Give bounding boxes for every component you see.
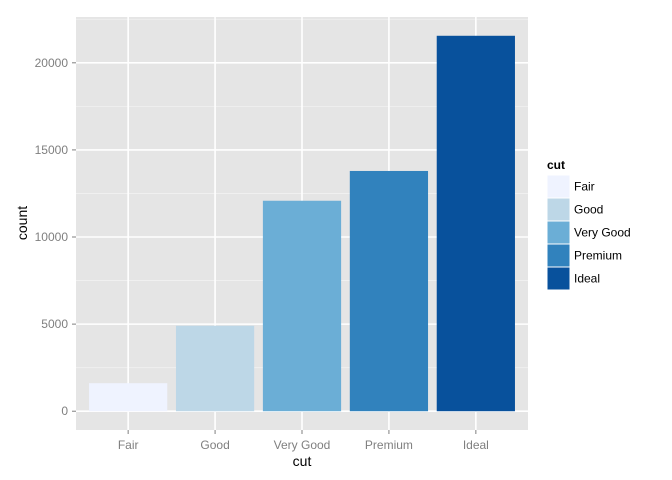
bar-very-good bbox=[262, 200, 342, 412]
x-tick-label: Premium bbox=[365, 438, 413, 452]
y-tick-label: 15000 bbox=[35, 143, 69, 157]
legend-label: Ideal bbox=[574, 272, 600, 286]
legend-key bbox=[546, 174, 571, 199]
legend: cut Fair Good Very Good Premium Ideal bbox=[546, 158, 631, 291]
bars bbox=[89, 35, 515, 412]
y-tick-label: 20000 bbox=[35, 56, 69, 70]
x-tick-label: Good bbox=[200, 438, 229, 452]
legend-label: Very Good bbox=[574, 226, 631, 240]
x-axis-title: cut bbox=[293, 453, 312, 469]
x-tick-label: Fair bbox=[118, 438, 139, 452]
y-axis-title: count bbox=[14, 206, 30, 240]
legend-title: cut bbox=[547, 158, 565, 172]
x-tick-label: Very Good bbox=[274, 438, 331, 452]
y-tick-label: 5000 bbox=[41, 317, 68, 331]
legend-key bbox=[546, 220, 571, 245]
y-tick-label: 0 bbox=[61, 404, 68, 418]
y-tick-label: 10000 bbox=[35, 230, 69, 244]
bar-fair bbox=[89, 383, 168, 412]
legend-label: Premium bbox=[574, 249, 622, 263]
y-axis-ticks: 0 5000 10000 15000 20000 bbox=[35, 56, 76, 418]
x-axis-ticks: Fair Good Very Good Premium Ideal bbox=[118, 430, 489, 452]
legend-key bbox=[546, 197, 571, 222]
legend-label: Good bbox=[574, 203, 603, 217]
bar-ideal bbox=[436, 35, 515, 412]
bar-premium bbox=[349, 170, 429, 412]
legend-key bbox=[546, 243, 571, 268]
legend-label: Fair bbox=[574, 180, 595, 194]
x-tick-label: Ideal bbox=[463, 438, 489, 452]
legend-key bbox=[546, 266, 571, 291]
bar-good bbox=[175, 325, 255, 412]
